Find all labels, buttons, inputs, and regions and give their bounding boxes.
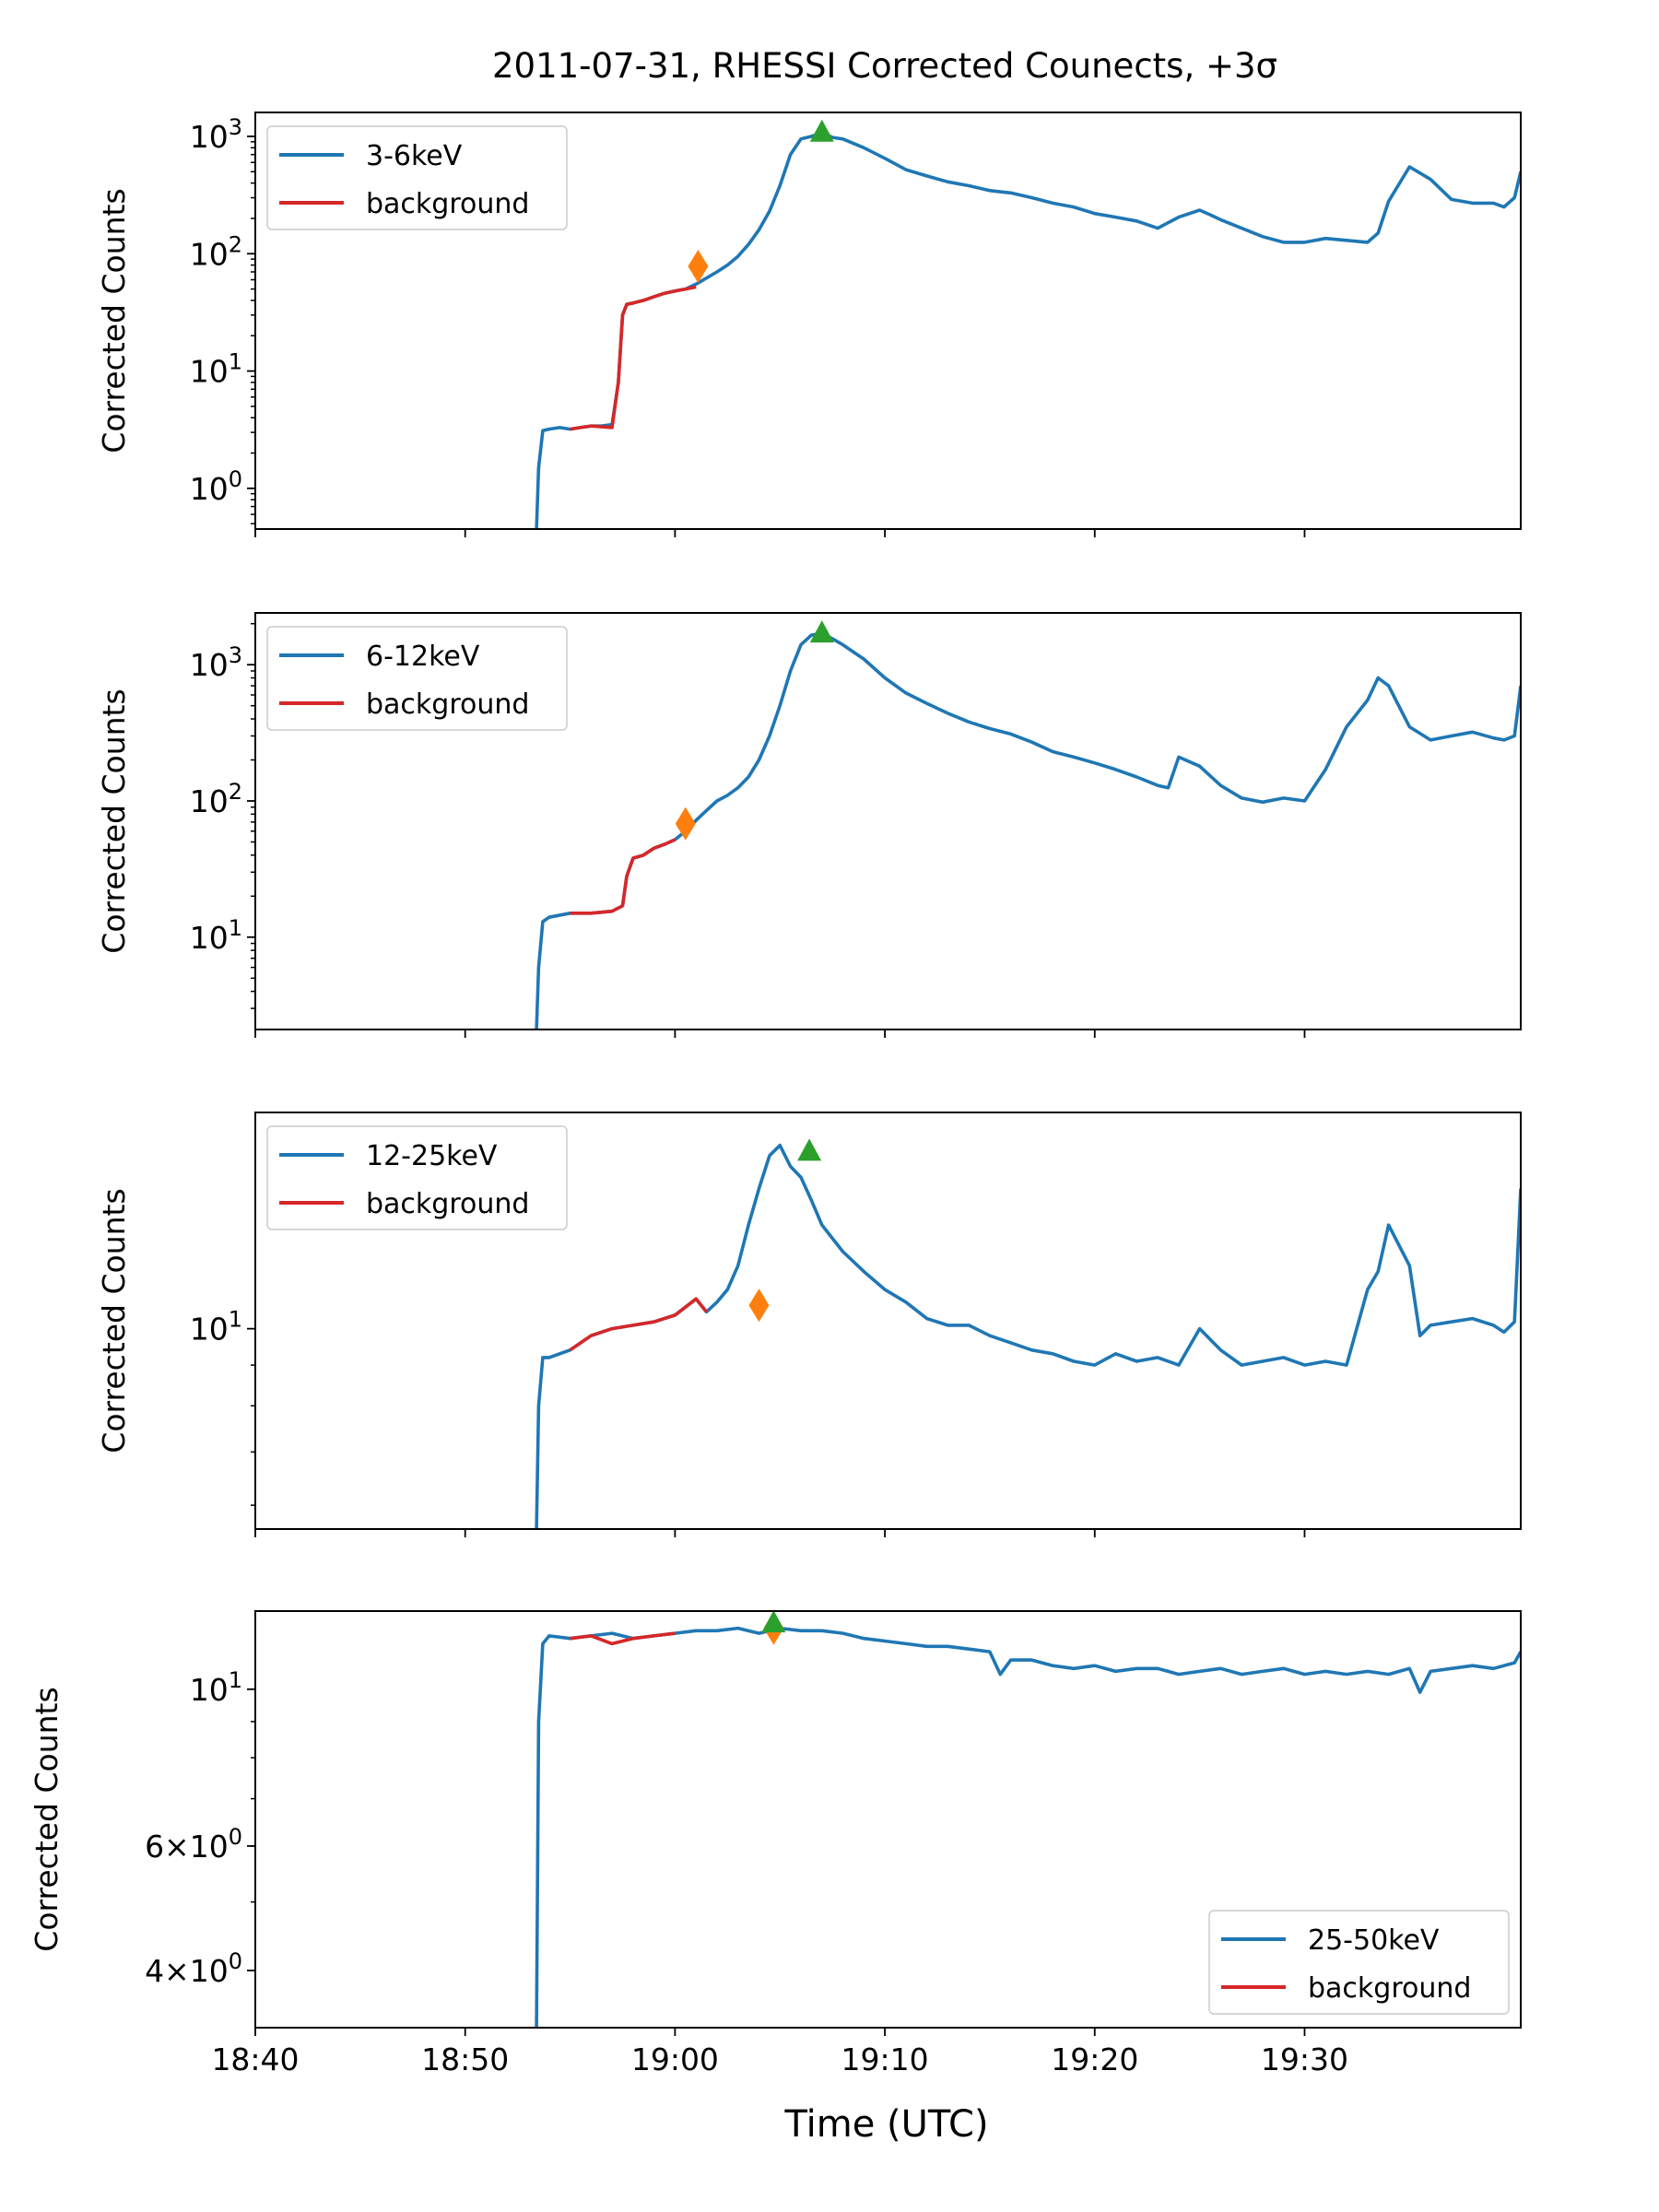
y-tick-label: 102 xyxy=(190,231,242,272)
panel-1: 100 101 102 103 Corrected Counts 3-6keV backgr… xyxy=(96,112,1522,537)
y-tick-label: 100 xyxy=(190,466,242,507)
x-axis-label: Time (UTC) xyxy=(783,2103,988,2146)
series-lines xyxy=(535,130,1521,529)
x-tick-label: 19:20 xyxy=(1051,2041,1138,2077)
peak-marker xyxy=(809,119,834,142)
series-lines xyxy=(535,1143,1521,1529)
peak-marker xyxy=(761,1610,786,1633)
y-tick-label: 101 xyxy=(190,349,242,390)
y-tick-label: 102 xyxy=(190,779,242,819)
legend-label: background xyxy=(1308,1972,1471,2005)
start-marker xyxy=(748,1288,770,1323)
y-axis-label: Corrected Counts xyxy=(29,1687,65,1951)
x-tick-label: 19:30 xyxy=(1261,2041,1348,2077)
legend: 3-6keV background xyxy=(266,125,568,230)
series-lines xyxy=(535,1626,1521,2028)
y-axis-label: Corrected Counts xyxy=(96,688,132,953)
background-line xyxy=(570,838,677,915)
peak-marker xyxy=(809,620,834,643)
panel-3: 101 Corrected Counts 12-25keV background xyxy=(96,1112,1522,1537)
y-tick-label: 101 xyxy=(190,1667,242,1708)
panel-2: 101 102 103 Corrected Counts 6-12keV backgrou… xyxy=(96,612,1522,1038)
peak-marker xyxy=(797,1138,822,1161)
y-axis-label: Corrected Counts xyxy=(96,188,132,453)
y-tick-label: 101 xyxy=(190,915,242,956)
panel-4: 4×100 6×100 101 18:40 18:50 19:00 19:10 19:20 19… xyxy=(29,1610,1522,2077)
figure-title: 2011-07-31, RHESSI Corrected Counects, +… xyxy=(492,46,1277,86)
y-tick-label: 103 xyxy=(190,114,242,155)
series-lines xyxy=(535,631,1521,1030)
background-line xyxy=(569,1297,708,1352)
legend-label: 12-25keV xyxy=(366,1140,498,1172)
signal-line xyxy=(535,1143,1521,1529)
legend: 12-25keV background xyxy=(266,1125,568,1230)
y-tick-label: 103 xyxy=(190,642,242,683)
x-tick-label: 19:10 xyxy=(841,2041,929,2077)
start-marker xyxy=(688,250,709,284)
legend: 25-50keV background xyxy=(1208,1910,1510,2015)
plot-frame xyxy=(254,1610,1522,2029)
background-line xyxy=(570,285,697,431)
start-marker xyxy=(675,806,696,841)
plot-frame xyxy=(254,1112,1522,1530)
panels: 100 101 102 103 Corrected Counts 3-6keV backgr… xyxy=(29,112,1522,2077)
legend-label: 25-50keV xyxy=(1308,1924,1440,1957)
legend: 6-12keV background xyxy=(266,626,568,731)
plot-frame xyxy=(254,112,1522,530)
legend-label: background xyxy=(366,1188,529,1220)
y-tick-label: 6×100 xyxy=(145,1824,242,1865)
legend-label: background xyxy=(366,688,529,721)
y-tick-label: 101 xyxy=(190,1307,242,1347)
x-tick-label: 18:50 xyxy=(421,2041,509,2077)
signal-line xyxy=(535,130,1521,529)
plot-frame xyxy=(254,612,1522,1030)
y-tick-label: 4×100 xyxy=(145,1948,242,1989)
y-axis-label: Corrected Counts xyxy=(96,1188,132,1453)
background-line xyxy=(570,1631,676,1646)
legend-label: 6-12keV xyxy=(366,641,480,673)
x-tick-label: 19:00 xyxy=(631,2041,719,2077)
legend-label: background xyxy=(366,188,529,220)
x-tick-label: 18:40 xyxy=(211,2041,299,2077)
legend-label: 3-6keV xyxy=(366,140,463,172)
